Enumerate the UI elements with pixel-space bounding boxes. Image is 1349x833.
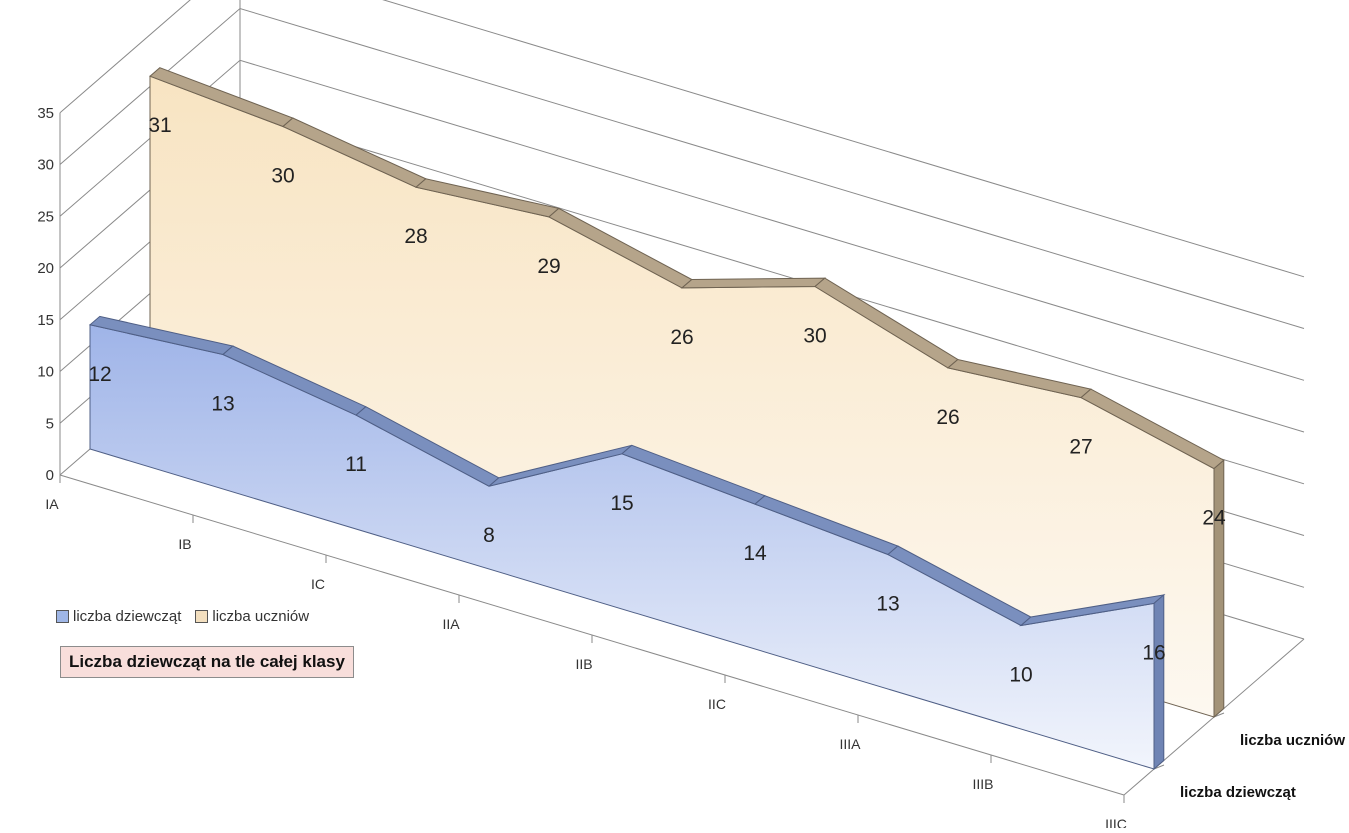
data-label: 30 [803, 325, 826, 348]
x-tick-label: IIIC [1105, 816, 1127, 828]
data-label: 13 [211, 392, 234, 415]
y-tick-label: 25 [37, 208, 54, 225]
data-label: 15 [610, 492, 633, 515]
y-tick-label: 5 [46, 415, 54, 432]
chart-legend: liczba dziewcząt liczba uczniów [56, 608, 309, 625]
data-label: 28 [404, 225, 427, 248]
legend-item-girls: liczba dziewcząt [56, 608, 181, 625]
data-label: 26 [670, 326, 693, 349]
depth-axis-label: liczba dziewcząt [1180, 784, 1296, 801]
legend-swatch-students [195, 610, 209, 623]
data-label: 27 [1069, 436, 1092, 459]
y-tick-label: 30 [37, 157, 54, 174]
legend-label-students: liczba uczniów [212, 608, 310, 625]
data-label: 24 [1202, 507, 1226, 530]
data-label: 29 [537, 255, 560, 278]
data-label: 13 [876, 592, 899, 615]
legend-item-students: liczba uczniów [195, 608, 309, 625]
x-tick-label: IB [178, 536, 191, 552]
data-label: 16 [1142, 641, 1165, 664]
depth-axis-label: liczba uczniów [1240, 732, 1345, 749]
data-label: 11 [345, 453, 367, 476]
depth-tick-mark [1153, 764, 1165, 770]
data-label: 30 [271, 165, 294, 188]
x-tick-label: IIB [575, 656, 592, 672]
gridline-35 [59, 0, 1305, 278]
x-tick-label: IC [311, 576, 325, 592]
chart-title: Liczba dziewcząt na tle całej klasy [60, 646, 354, 678]
x-tick-label: IIA [442, 616, 460, 632]
y-tick-label: 20 [37, 260, 54, 277]
y-tick-label: 35 [37, 105, 54, 122]
data-label: 10 [1009, 664, 1032, 687]
data-label: 31 [148, 114, 171, 137]
legend-label-girls: liczba dziewcząt [73, 608, 182, 625]
series-top-segment [680, 277, 827, 289]
x-tick-label: IIIB [972, 776, 993, 792]
y-tick-label: 10 [37, 364, 54, 381]
legend-swatch-girls [56, 610, 69, 623]
y-tick-label: 15 [37, 312, 54, 329]
data-label: 8 [483, 524, 495, 547]
x-tick-label: IIIA [839, 736, 861, 752]
data-label: 26 [936, 406, 959, 429]
series-end-face [1213, 459, 1225, 719]
series-end-face [1153, 593, 1165, 771]
y-tick-label: 0 [46, 467, 54, 484]
x-tick-label: IA [45, 496, 59, 512]
data-label: 12 [88, 363, 111, 386]
depth-tick-mark [1213, 712, 1225, 718]
data-label: 14 [743, 542, 767, 565]
x-tick-label: IIC [708, 696, 726, 712]
